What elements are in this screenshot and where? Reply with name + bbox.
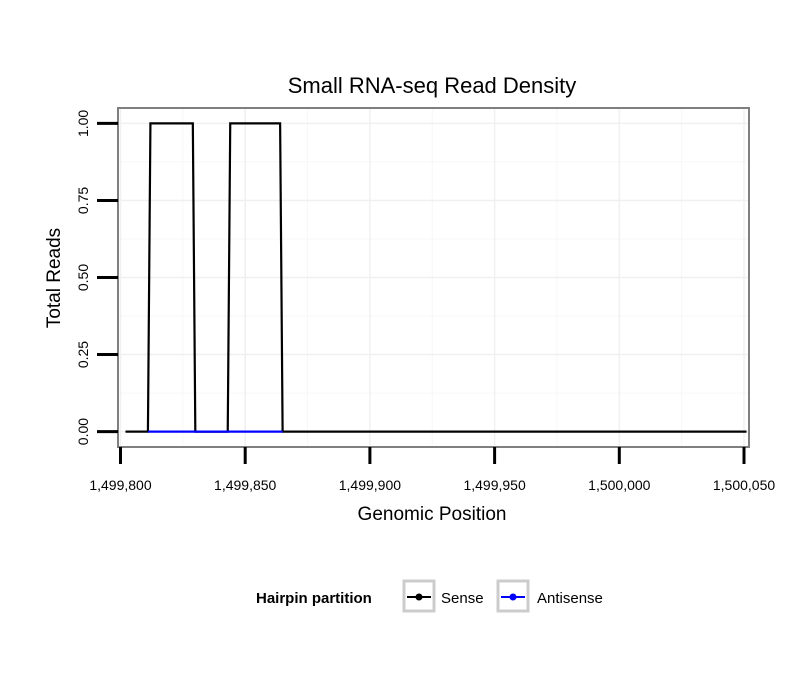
x-axis: 1,499,800 1,499,850 1,499,900 1,499,950 1,50…	[89, 447, 775, 493]
series-layer	[125, 122, 747, 433]
grid	[118, 108, 749, 447]
chart-title: Small RNA-seq Read Density	[288, 73, 577, 98]
legend-item-sense: Sense	[402, 579, 484, 613]
legend-marker-sense	[415, 593, 423, 601]
legend-title: Hairpin partition	[256, 590, 372, 607]
x-tick-label: 1,500,000	[588, 477, 650, 493]
x-tick-label: 1,499,800	[89, 477, 151, 493]
y-tick-label: 0.00	[75, 418, 91, 445]
x-axis-label: Genomic Position	[358, 504, 507, 525]
x-tick-label: 1,499,950	[463, 477, 525, 493]
y-tick-label: 0.25	[75, 341, 91, 368]
x-tick-label: 1,499,900	[339, 477, 401, 493]
legend-marker-antisense	[509, 593, 517, 601]
y-tick-label: 1.00	[75, 110, 91, 137]
y-axis-label: Total Reads	[44, 228, 65, 328]
legend-label-antisense: Antisense	[537, 590, 603, 607]
legend: Hairpin partition Sense Antisense	[256, 579, 603, 613]
legend-label-sense: Sense	[441, 590, 484, 607]
y-tick-label: 0.50	[75, 264, 91, 291]
x-tick-label: 1,500,050	[713, 477, 775, 493]
x-tick-label: 1,499,850	[214, 477, 276, 493]
legend-item-antisense: Antisense	[496, 579, 603, 613]
y-axis: 0.00 0.25 0.50 0.75 1.00	[75, 110, 118, 445]
y-tick-label: 0.75	[75, 187, 91, 214]
